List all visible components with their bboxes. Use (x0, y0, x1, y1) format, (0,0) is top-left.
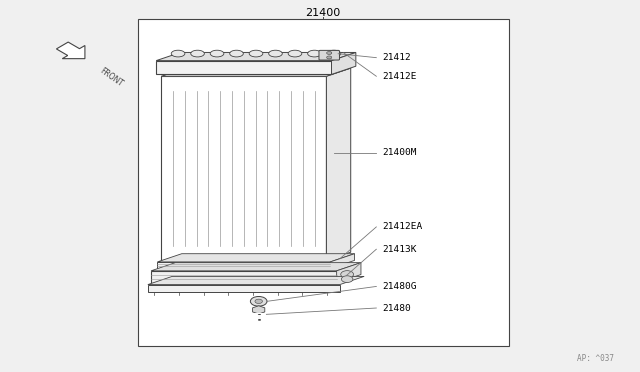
Text: 21400: 21400 (305, 8, 341, 18)
Polygon shape (156, 61, 332, 74)
FancyBboxPatch shape (319, 50, 339, 60)
Ellipse shape (269, 50, 282, 57)
Ellipse shape (249, 50, 263, 57)
Circle shape (250, 296, 267, 306)
Polygon shape (151, 263, 361, 271)
Ellipse shape (191, 50, 204, 57)
Text: AP: ^037: AP: ^037 (577, 354, 614, 363)
Circle shape (340, 271, 353, 278)
Text: 21480G: 21480G (383, 282, 417, 291)
Ellipse shape (210, 50, 224, 57)
Text: 21412EA: 21412EA (383, 222, 423, 231)
Ellipse shape (308, 50, 321, 57)
Ellipse shape (172, 50, 185, 57)
Polygon shape (157, 262, 330, 269)
Circle shape (326, 51, 332, 54)
Polygon shape (337, 263, 361, 283)
Ellipse shape (327, 50, 340, 57)
Polygon shape (253, 306, 265, 314)
Text: FRONT: FRONT (98, 66, 124, 89)
Polygon shape (148, 276, 364, 285)
Polygon shape (151, 271, 337, 283)
Polygon shape (161, 76, 326, 260)
Text: 21480: 21480 (383, 304, 412, 312)
Text: 21400M: 21400M (383, 148, 417, 157)
Polygon shape (330, 254, 355, 269)
Polygon shape (326, 68, 351, 260)
Polygon shape (148, 285, 340, 292)
Polygon shape (56, 42, 85, 59)
Polygon shape (156, 52, 356, 61)
Polygon shape (157, 254, 355, 262)
Circle shape (255, 299, 262, 304)
Circle shape (326, 56, 332, 59)
Text: 21412: 21412 (383, 53, 412, 62)
Ellipse shape (230, 50, 243, 57)
Text: 21413K: 21413K (383, 245, 417, 254)
Circle shape (341, 276, 353, 282)
Ellipse shape (288, 50, 302, 57)
Polygon shape (332, 52, 356, 74)
Polygon shape (161, 68, 351, 76)
Bar (138, 19, 509, 346)
Text: 21412E: 21412E (383, 72, 417, 81)
